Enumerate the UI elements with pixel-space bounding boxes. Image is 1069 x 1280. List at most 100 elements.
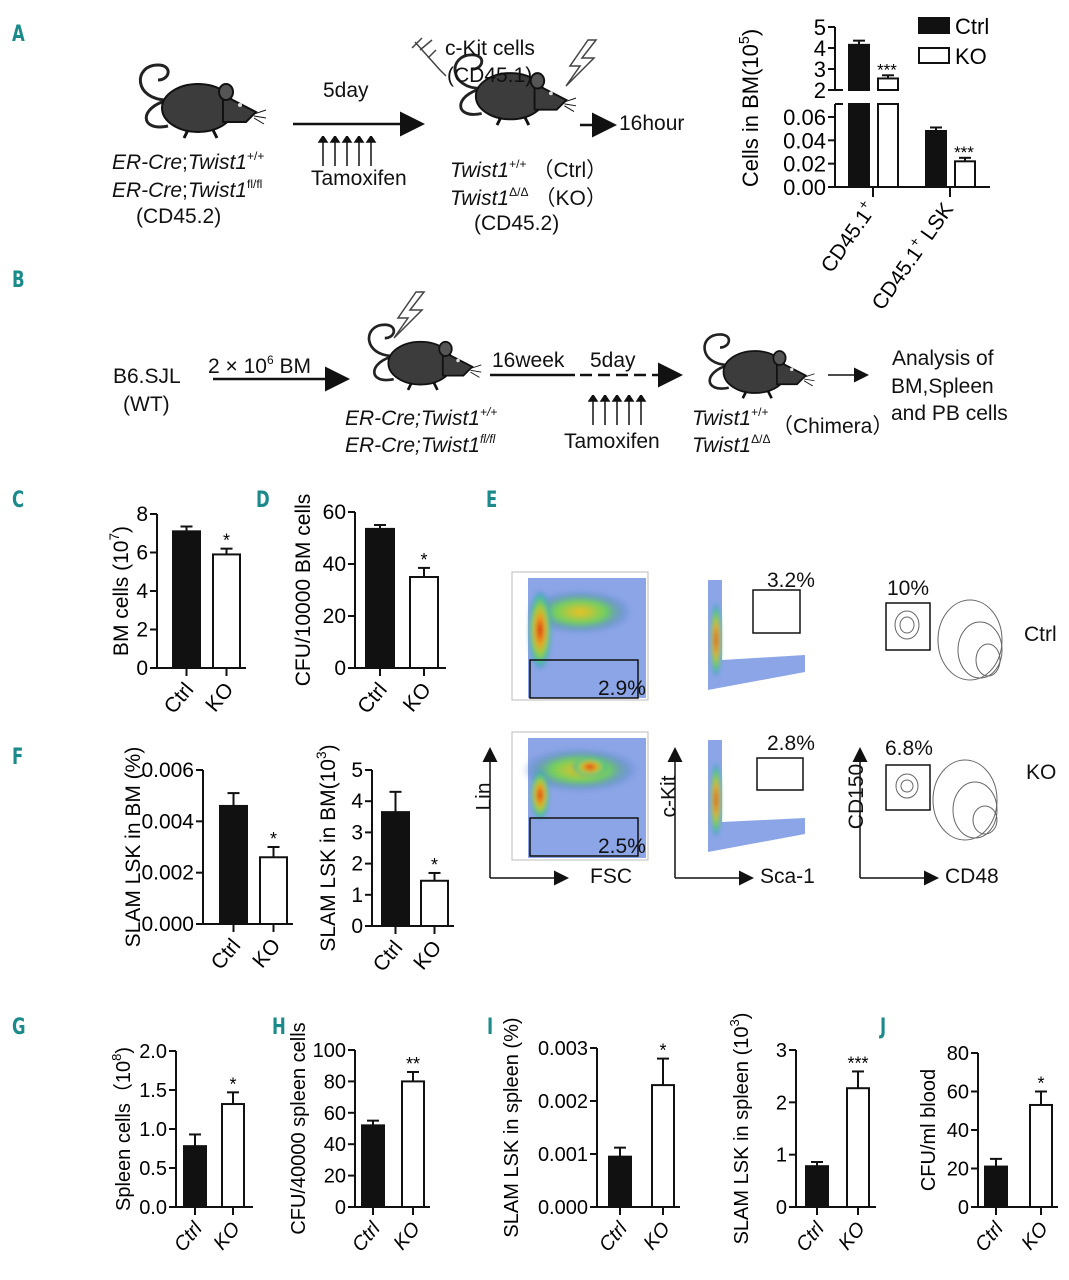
legend-label-ctrl: Ctrl <box>955 14 989 39</box>
category-label: KO <box>389 1218 424 1254</box>
y-tick-label: 40 <box>947 1120 969 1142</box>
category-label: Ctrl <box>160 678 199 718</box>
gate-cd150-cd48-ko: 6.8% <box>885 737 933 760</box>
bar-ctrl <box>183 1145 207 1209</box>
b-result-ko: Twist1Δ/Δ <box>692 432 771 457</box>
b-treatment: Tamoxifen <box>564 430 660 453</box>
bar-ctrl <box>172 530 201 670</box>
y-axis-label: SLAM LSK in BM(103) <box>314 744 340 951</box>
panel-label-h: H <box>272 1015 286 1040</box>
a-genotype-ctrl: ER-Cre;Twist1+/+ <box>112 149 265 174</box>
panel-label-a: A <box>12 22 25 47</box>
panel-label-d: D <box>256 488 270 513</box>
gate-lin-neg-ko: 2.5% <box>598 835 646 858</box>
bar-ctrl <box>608 1155 632 1209</box>
y-tick-label: 0.5 <box>139 1158 167 1180</box>
y-tick-label: 20 <box>324 1166 346 1188</box>
flow-axis-arrows <box>482 747 939 886</box>
y-tick-label: 0 <box>136 657 148 680</box>
y-tick-label: 3 <box>351 821 363 844</box>
category-label: Ctrl <box>792 1218 829 1256</box>
significance-marker: * <box>270 829 277 849</box>
b-analysis-line2: BM,Spleen <box>891 375 994 398</box>
gate-ckit-sca1-ko: 2.8% <box>767 732 815 755</box>
chart-f2: 0 1 2 3 4 5 Ctrl KO * SLAM LSK in BM(103) <box>314 744 454 976</box>
bar-ko <box>954 160 976 189</box>
bar-ko <box>212 553 241 669</box>
row-label-ctrl: Ctrl <box>1024 623 1057 646</box>
chart-g: 0.0 0.5 1.0 1.5 2.0 Ctrl KO * Spleen cells（108) <box>109 1041 253 1256</box>
y-tick-label: 0.06 <box>783 105 826 130</box>
b-genotype-ko: ER-Cre;Twist1fl/fl <box>345 432 496 457</box>
a-result-ctrl: Twist1+/+ （Ctrl） <box>450 157 608 182</box>
panel-label-i: I <box>487 1015 494 1040</box>
significance-marker: *** <box>847 1053 868 1073</box>
y-tick-label: 4 <box>136 580 148 603</box>
a-donor-strain: (CD45.2) <box>136 205 222 228</box>
flow-plot-ckit-sca1-ctrl <box>697 578 805 690</box>
bar-ko <box>846 1087 870 1209</box>
y-tick-label: 1 <box>776 1145 787 1167</box>
y-tick-label: 2.0 <box>139 1041 167 1063</box>
y-axis-label: Spleen cells（108) <box>109 1047 135 1211</box>
bar-ko <box>1029 1103 1053 1208</box>
y-tick-label: 0.002 <box>538 1091 588 1113</box>
bar-ctrl <box>848 103 870 188</box>
y-axis-label: CFU/10000 BM cells <box>292 494 315 687</box>
panel-label-c: C <box>12 488 25 513</box>
category-label: KO <box>201 678 238 716</box>
significance-marker: ** <box>406 1054 420 1074</box>
chart-i2: 0 1 2 3 Ctrl KO *** SLAM LSK in spleen (103) <box>727 1013 876 1256</box>
panel-label-b: B <box>12 268 25 293</box>
panel-label-g: G <box>12 1015 26 1040</box>
chart-f1: 0.000 0.002 0.004 0.006 Ctrl KO * SLAM LSK in B… <box>122 747 293 974</box>
y-axis-label: CFU/40000 spleen cells <box>288 1022 310 1234</box>
bar-ko <box>420 879 449 928</box>
significance-marker: * <box>659 1041 666 1061</box>
significance-marker: * <box>1037 1074 1044 1094</box>
y-tick-label: 20 <box>947 1159 969 1181</box>
y-tick-label: 0 <box>335 1197 346 1219</box>
y-tick-label: 20 <box>323 605 346 628</box>
y-tick-label: 0.00 <box>783 175 826 200</box>
bar-ko <box>651 1084 675 1208</box>
b-wait: 16week <box>492 349 565 372</box>
chart-c: 0 2 4 6 8 Ctrl KO * BM cells (107) <box>107 503 246 718</box>
y-tick-label: 60 <box>324 1103 346 1125</box>
y-tick-label: 0.04 <box>783 128 826 153</box>
y-tick-label: 0 <box>958 1197 969 1219</box>
y-tick-label: 0.0 <box>139 1197 167 1219</box>
y-tick-label: 2 <box>814 78 826 103</box>
y-axis-label: Cells in BM(105) <box>737 29 763 187</box>
category-label: KO <box>834 1218 869 1254</box>
bar-ctrl <box>805 1165 829 1209</box>
y-tick-label: 1.0 <box>139 1119 167 1141</box>
a-endpoint: 16hour <box>619 112 685 135</box>
panel-label-e: E <box>486 488 498 513</box>
legend-swatch-ctrl <box>918 17 950 34</box>
y-tick-label: 1.5 <box>139 1080 167 1102</box>
y-tick-label: 5 <box>351 759 363 782</box>
y-axis-label: CFU/ml blood <box>918 1069 940 1191</box>
y-tick-label: 0.001 <box>538 1144 588 1166</box>
y-tick-label: 0.003 <box>538 1038 588 1060</box>
category-label: KO <box>409 936 446 974</box>
panel-label-f: F <box>12 745 24 770</box>
b-donor: B6.SJL <box>113 365 181 388</box>
a-injected-cells: c-Kit cells <box>445 37 535 60</box>
bar-ctrl <box>925 129 947 188</box>
y-tick-label: 8 <box>136 503 148 526</box>
syringe-icon <box>411 37 447 77</box>
bar-ctrl <box>219 804 248 926</box>
y-tick-label: 0.002 <box>141 862 194 885</box>
a-result-strain: (CD45.2) <box>474 212 560 235</box>
bar-ko <box>401 1080 425 1209</box>
legend-swatch-ko <box>918 47 950 64</box>
category-label: Ctrl <box>595 1218 632 1256</box>
category-label: Ctrl <box>348 1218 385 1256</box>
axis-label-sca1: Sca-1 <box>760 865 815 888</box>
y-tick-label: 0.000 <box>141 913 194 936</box>
